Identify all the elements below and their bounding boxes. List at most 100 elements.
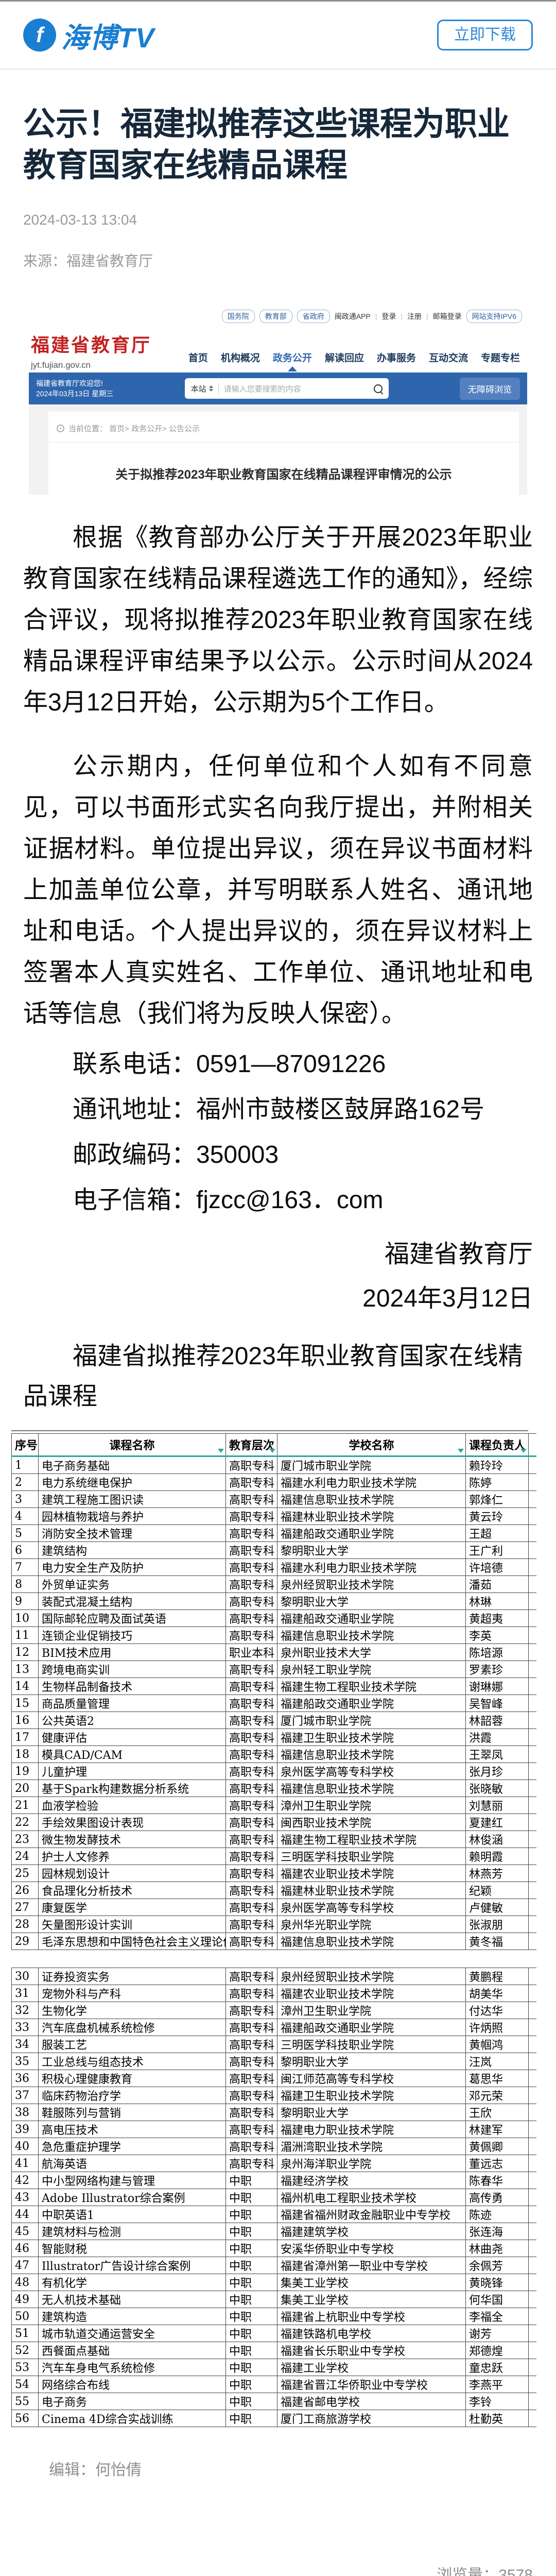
course-leader: 黄冬福 [465,1933,529,1950]
course-name: 汽车车身电气系统检修 [38,2359,226,2376]
school-name: 闽西职业技术学院 [277,1814,466,1831]
school-name: 福建卫生职业技术学院 [277,1728,466,1746]
gov-nav-item[interactable]: 首页 [188,353,208,364]
course-leader: 陈婷 [465,1473,529,1491]
table-row: 17 健康评估 高职专科 福建卫生职业技术学院 洪霞 [11,1728,536,1746]
education-level: 高职专科 [225,1780,277,1797]
row-number: 44 [11,2206,39,2223]
row-number: 11 [11,1626,39,1644]
education-level: 中职 [225,2376,277,2393]
course-name: 城市轨道交通运营安全 [38,2325,226,2342]
course-leader: 张晓敏 [465,1780,529,1797]
course-leader: 何华国 [465,2291,529,2308]
table-row: 54 网络综合布线 中职 福建省晋江华侨职业中专学校 李燕平 [11,2376,536,2393]
column-header[interactable]: 课程名称 [38,1433,226,1457]
gov-top-link[interactable]: 注册 [407,312,422,320]
gov-logo-url: jyt.fujian.gov.cn [31,360,91,370]
gov-nav-item[interactable]: 专题专栏 [480,353,520,364]
row-number: 16 [11,1711,39,1729]
course-leader: 陈春华 [465,2172,529,2189]
row-number: 38 [11,2104,39,2121]
download-button[interactable]: 立即下载 [437,20,533,50]
gov-top-link[interactable]: 国务院 [221,310,255,323]
contact-block: 联系电话：0591—87091226 通讯地址：福州市鼓楼区鼓屏路162号 邮政编码… [23,1042,533,1223]
course-name: 园林规划设计 [38,1865,226,1882]
school-name: 厦门工商旅游学校 [277,2410,466,2427]
gov-logo-name: 福建省教育厅 [31,334,152,355]
course-leader: 王广利 [465,1541,529,1559]
course-leader: 林燕芳 [465,1865,529,1882]
table-row: 7 电力安全生产及防护 高职专科 福建水利电力职业技术学院 许培德 [11,1558,536,1576]
school-name: 泉州海洋职业学院 [277,2155,466,2172]
gov-nav-item[interactable]: 办事服务 [376,353,416,364]
school-name: 三明医学科技职业学院 [277,2036,466,2053]
gov-top-link[interactable]: 省政府 [297,310,330,323]
row-number: 53 [11,2359,39,2376]
table-row: 35 工业总线与组态技术 高职专科 黎明职业大学 汪岚 [11,2053,536,2070]
gov-top-link[interactable]: 教育部 [259,310,292,323]
education-level: 高职专科 [225,1490,277,1508]
school-name: 泉州职业技术大学 [277,1643,466,1661]
row-number: 5 [11,1524,39,1542]
gov-nav-item[interactable]: 解读回应 [324,353,364,364]
column-header[interactable]: 学校名称 [277,1433,466,1457]
education-level: 高职专科 [225,2121,277,2138]
school-name: 泉州经贸职业技术学院 [277,1968,466,1985]
education-level: 中职 [225,2342,277,2359]
course-name: 儿童护理 [38,1762,226,1780]
school-name: 福建水利电力职业技术学院 [277,1558,466,1576]
course-name: 服装工艺 [38,2036,226,2053]
row-number: 4 [11,1507,39,1525]
course-name: 外贸单证实务 [38,1575,226,1593]
filter-dropdown-icon[interactable] [458,1449,464,1453]
haibo-tv-logo[interactable]: f 海博TV [23,15,154,56]
row-number: 55 [11,2393,39,2410]
filter-dropdown-icon[interactable] [520,1449,527,1453]
course-leader: 邓元荣 [465,2087,529,2104]
course-leader: 林琳 [465,1592,529,1610]
course-leader: 许培德 [465,1558,529,1576]
course-name: 毛泽东思想和中国特色社会主义理论体 [38,1933,226,1950]
course-leader: 李英 [465,1626,529,1644]
education-level: 高职专科 [225,2138,277,2155]
school-name: 福建信息职业技术学院 [277,1490,466,1508]
education-level: 高职专科 [225,1575,277,1593]
search-icon[interactable] [373,384,383,393]
school-name: 三明医学科技职业学院 [277,1848,466,1865]
school-name: 厦门城市职业学院 [277,1711,466,1729]
column-header[interactable]: 课程负责人 [465,1433,529,1457]
gov-top-links: 国务院 教育部 省政府 闽政通APP | 登录 | 注册 | 邮箱登录 网站支持IPV6 [31,310,522,323]
education-level: 中职 [225,2410,277,2427]
table-row: 9 装配式混凝土结构 高职专科 黎明职业大学 林琳 [11,1592,536,1610]
row-number: 36 [11,2070,39,2087]
course-name: 建筑结构 [38,1541,226,1559]
gov-nav-item[interactable]: 机构概况 [220,353,260,364]
breadcrumb[interactable]: 当前位置： 首页> 政务公开> 公告公示 [48,423,519,443]
gov-top-link[interactable]: 邮箱登录 [432,312,462,320]
gov-nav-item[interactable]: 互动交流 [428,353,468,364]
school-name: 福建经济学校 [277,2172,466,2189]
course-leader: 胡美华 [465,1985,529,2002]
gov-top-link[interactable]: 登录 [381,312,396,320]
course-name: 中小型网络构建与管理 [38,2172,226,2189]
accessibility-button[interactable]: 无障碍浏览 [460,377,520,400]
filter-dropdown-icon[interactable] [269,1449,275,1453]
table-row: 23 微生物发酵技术 高职专科 福建生物工程职业技术学院 林俊涵 [11,1831,536,1848]
search-input[interactable]: 请输入您要搜索的内容 [223,384,301,394]
row-number: 2 [11,1473,39,1491]
table-row: 15 商品质量管理 高职专科 福建船政交通职业学院 吴智峰 [11,1694,536,1712]
filter-dropdown-icon[interactable] [218,1449,224,1453]
school-name: 福建省邮电学校 [277,2393,466,2410]
school-name: 泉州医学高等专科学校 [277,1899,466,1916]
gov-search-bar[interactable]: 本站 请输入您要搜索的内容 [184,378,389,399]
row-number: 10 [11,1609,39,1627]
gov-top-link[interactable]: 网站支持IPV6 [466,310,522,323]
gov-top-link[interactable]: 闽政通APP [334,312,371,320]
search-scope-select[interactable]: 本站 [191,383,213,394]
column-header[interactable]: 教育层次 [225,1433,277,1457]
course-name: 建筑构造 [38,2308,226,2325]
gov-nav-item[interactable]: 政务公开 [273,350,312,371]
row-number: 42 [11,2172,39,2189]
course-name: 西餐面点基础 [38,2342,226,2359]
school-name: 福州机电工程职业技术学校 [277,2189,466,2206]
